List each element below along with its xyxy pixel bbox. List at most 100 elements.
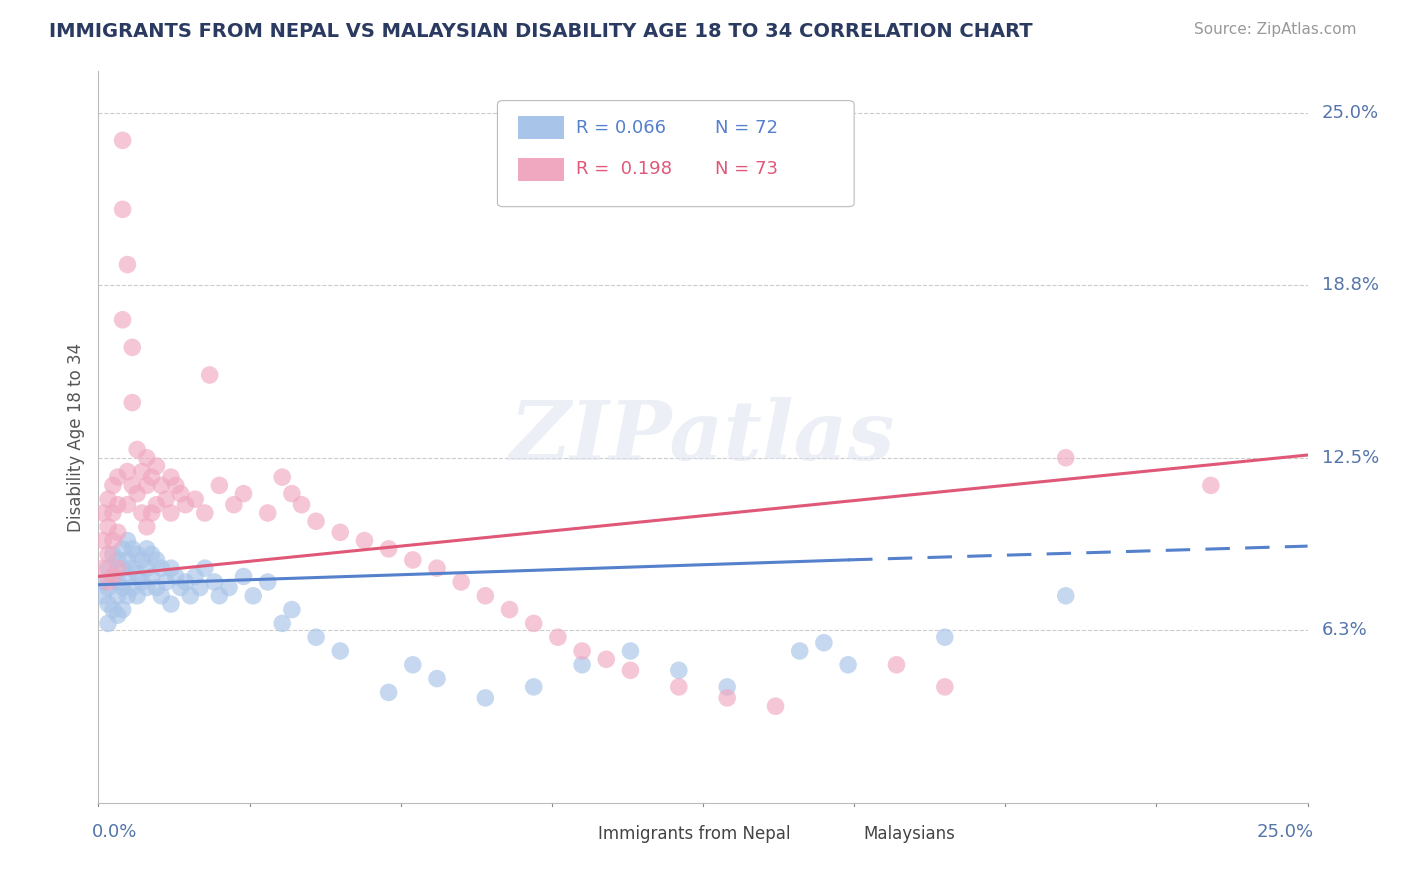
Point (218, 581, 240, 595)
Point (150, 589, 173, 603)
Point (232, 486, 254, 500)
Point (107, 589, 129, 603)
Point (165, 478, 187, 492)
Point (174, 498, 197, 512)
Point (97, 561, 120, 575)
Point (668, 680, 690, 694)
Point (789, 644, 811, 658)
Point (91, 533, 114, 548)
Point (97, 616, 120, 631)
Point (886, 657, 908, 672)
Point (523, 616, 546, 631)
Point (160, 561, 183, 575)
Point (571, 657, 593, 672)
Text: Source: ZipAtlas.com: Source: ZipAtlas.com (1194, 22, 1357, 37)
Point (271, 470, 294, 484)
Text: Malaysians: Malaysians (863, 825, 956, 843)
Point (169, 581, 191, 595)
Point (188, 581, 211, 595)
Point (450, 574, 472, 589)
Point (91, 561, 114, 575)
Point (121, 581, 143, 595)
Point (169, 486, 191, 500)
Point (101, 548, 124, 562)
Point (141, 470, 163, 484)
Point (377, 685, 399, 699)
Point (135, 478, 157, 492)
Text: N = 73: N = 73 (716, 160, 778, 178)
Point (145, 581, 167, 595)
Point (141, 569, 163, 583)
Point (150, 478, 173, 492)
Point (111, 561, 134, 575)
Y-axis label: Disability Age 18 to 34: Disability Age 18 to 34 (66, 343, 84, 532)
Point (127, 566, 149, 581)
Point (107, 553, 129, 567)
Point (135, 541, 157, 556)
Point (111, 541, 134, 556)
Point (1054, 589, 1077, 603)
Point (619, 644, 641, 658)
Point (127, 486, 149, 500)
Point (290, 498, 312, 512)
Point (668, 663, 690, 677)
Point (101, 533, 124, 548)
Point (595, 652, 617, 666)
Text: 12.5%: 12.5% (1322, 449, 1379, 467)
Point (107, 574, 129, 589)
Point (107, 470, 129, 484)
Point (97, 492, 120, 507)
Point (716, 680, 738, 694)
Point (305, 630, 328, 644)
Point (127, 442, 149, 457)
Point (107, 498, 129, 512)
Point (194, 506, 217, 520)
Point (121, 561, 143, 575)
Point (198, 368, 221, 382)
Point (111, 602, 134, 616)
Text: N = 72: N = 72 (716, 119, 778, 136)
Point (117, 589, 139, 603)
Bar (517, 116, 564, 139)
Point (91, 574, 114, 589)
Point (242, 589, 264, 603)
Point (111, 202, 134, 217)
Point (101, 569, 124, 583)
Point (305, 514, 328, 528)
Point (91, 506, 114, 520)
Point (121, 340, 143, 354)
Point (281, 486, 304, 500)
Point (97, 581, 120, 595)
Point (117, 258, 139, 272)
Point (141, 506, 163, 520)
Point (107, 525, 129, 540)
Point (813, 636, 835, 650)
Point (150, 561, 173, 575)
Point (934, 630, 956, 644)
Point (353, 533, 375, 548)
Point (155, 492, 177, 507)
Point (194, 561, 217, 575)
Text: IMMIGRANTS FROM NEPAL VS MALAYSIAN DISABILITY AGE 18 TO 34 CORRELATION CHART: IMMIGRANTS FROM NEPAL VS MALAYSIAN DISAB… (49, 22, 1033, 41)
Point (91, 589, 114, 603)
Point (111, 581, 134, 595)
Point (111, 133, 134, 147)
Point (571, 644, 593, 658)
Point (107, 608, 129, 623)
Point (135, 450, 157, 465)
Point (619, 663, 641, 677)
Bar (551, 825, 591, 843)
Text: 6.3%: 6.3% (1322, 622, 1368, 640)
Point (1199, 478, 1222, 492)
Point (426, 672, 449, 686)
FancyBboxPatch shape (498, 101, 855, 207)
Point (97, 597, 120, 611)
Point (837, 657, 859, 672)
Point (127, 589, 149, 603)
Point (131, 553, 153, 567)
Point (155, 574, 177, 589)
Point (208, 589, 231, 603)
Point (121, 541, 143, 556)
Point (765, 699, 787, 714)
Point (716, 690, 738, 705)
